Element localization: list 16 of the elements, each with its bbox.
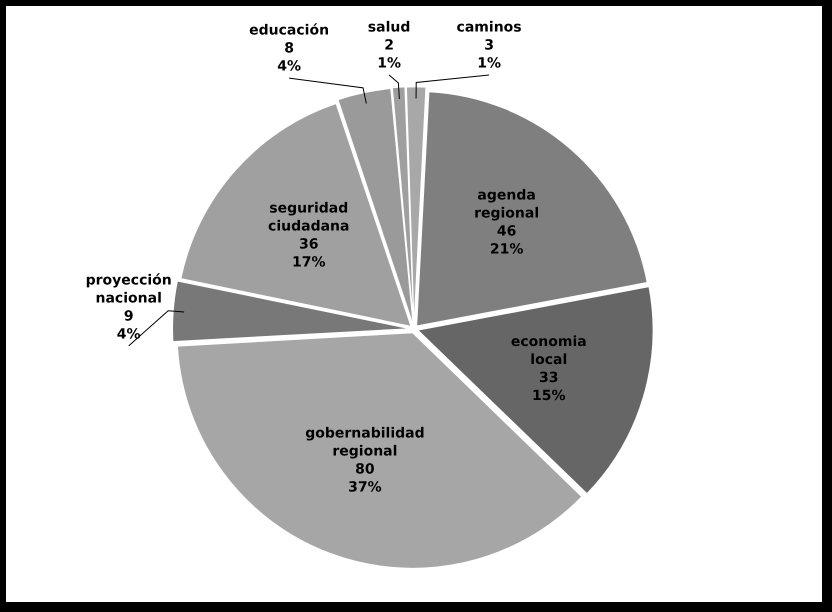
slice-label: proyección nacional [86,272,172,306]
slice-label: gobernabilidad regional [305,426,425,460]
slice-label: caminos [456,20,522,36]
slice-label: salud [368,20,410,36]
data-label: 3 1% [477,38,501,72]
data-label: 2 1% [377,38,401,72]
data-label: 8 4% [277,40,301,75]
slice-label: economia local [510,334,587,368]
data-label: 80 37% [348,462,382,496]
data-label: 9 4% [116,308,141,342]
slice-label: seguridad ciudadana [268,200,350,234]
slice-label: agenda regional [474,188,540,222]
data-label: 33 15% [532,370,566,404]
data-label: 46 21% [490,224,524,258]
data-label: 36 17% [292,236,326,270]
slice-label: educación [249,22,330,39]
